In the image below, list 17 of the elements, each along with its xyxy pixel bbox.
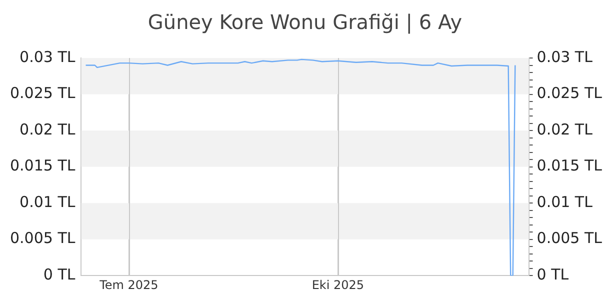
y2-tick-label: 0.01 TL [536,192,594,211]
y2-tick-label: 0.015 TL [536,156,603,175]
y-tick-label: 0.025 TL [10,84,76,102]
y2-tick-label: 0.025 TL [536,84,603,102]
y-tick-label: 0.01 TL [20,192,76,211]
y-tick-label: 0.03 TL [20,48,76,66]
x-tick-label: Eki 2025 [312,278,364,292]
y2-tick-label: 0.02 TL [536,120,594,138]
y-tick-label: 0.02 TL [20,120,76,138]
y-tick-label: 0 TL [43,265,76,284]
x-tick-label: Tem 2025 [98,278,158,292]
y2-tick-label: 0.005 TL [536,229,603,248]
y-tick-label: 0.015 TL [10,156,76,175]
y-tick-label: 0.005 TL [10,229,76,248]
chart-title: Güney Kore Wonu Grafiği | 6 Ay [148,10,462,34]
y2-tick-label: 0 TL [536,265,570,284]
y2-tick-label: 0.03 TL [536,48,594,66]
